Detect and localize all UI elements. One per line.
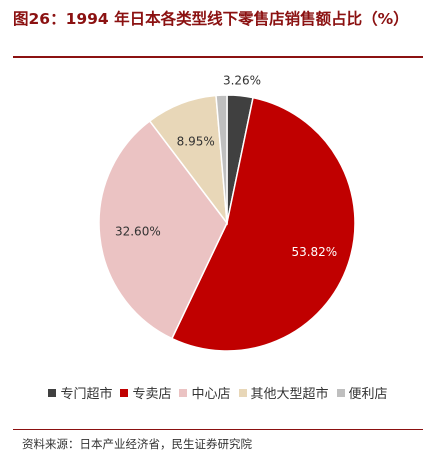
legend-item-4: 其他大型超市 bbox=[238, 383, 329, 402]
legend-label: 专卖店 bbox=[132, 387, 172, 402]
pie-label-2: 53.82% bbox=[291, 245, 337, 259]
legend-label: 中心店 bbox=[191, 387, 231, 402]
pie-label-3: 32.60% bbox=[115, 225, 161, 239]
legend-swatch bbox=[336, 388, 345, 397]
pie-label-1: 3.26% bbox=[223, 74, 261, 88]
legend-item-3: 中心店 bbox=[179, 383, 231, 402]
legend-label: 专门超市 bbox=[60, 387, 113, 402]
pie-label-4: 8.95% bbox=[177, 134, 215, 148]
source-note: 资料来源：日本产业经济省，民生证券研究院 bbox=[22, 437, 252, 451]
legend-swatch bbox=[48, 388, 57, 397]
legend-item-1: 专门超市 bbox=[48, 383, 112, 402]
footer-divider bbox=[13, 429, 423, 430]
legend-item-2: 专卖店 bbox=[120, 383, 171, 402]
title-divider bbox=[13, 56, 423, 58]
pie-slice-2 bbox=[170, 96, 356, 352]
pie-slices bbox=[98, 94, 356, 352]
legend-label: 便利店 bbox=[348, 387, 388, 402]
pie-slice-5 bbox=[215, 94, 228, 224]
legend-swatch bbox=[179, 388, 188, 397]
pie-chart: 3.26% 53.82% 32.60% 8.95% bbox=[98, 74, 356, 352]
pie-labels: 3.26% 53.82% 32.60% 8.95% bbox=[115, 74, 337, 259]
pie-slice-3 bbox=[98, 119, 228, 340]
chart-title: 图26：1994 年日本各类型线下零售店销售额占比（%） bbox=[13, 10, 409, 28]
legend-label: 其他大型超市 bbox=[250, 387, 329, 402]
legend-swatch bbox=[238, 388, 247, 397]
legend: 专门超市 专卖店 中心店 其他大型超市 便利店 bbox=[0, 383, 436, 402]
legend-item-5: 便利店 bbox=[336, 383, 388, 402]
legend-swatch bbox=[120, 388, 129, 397]
